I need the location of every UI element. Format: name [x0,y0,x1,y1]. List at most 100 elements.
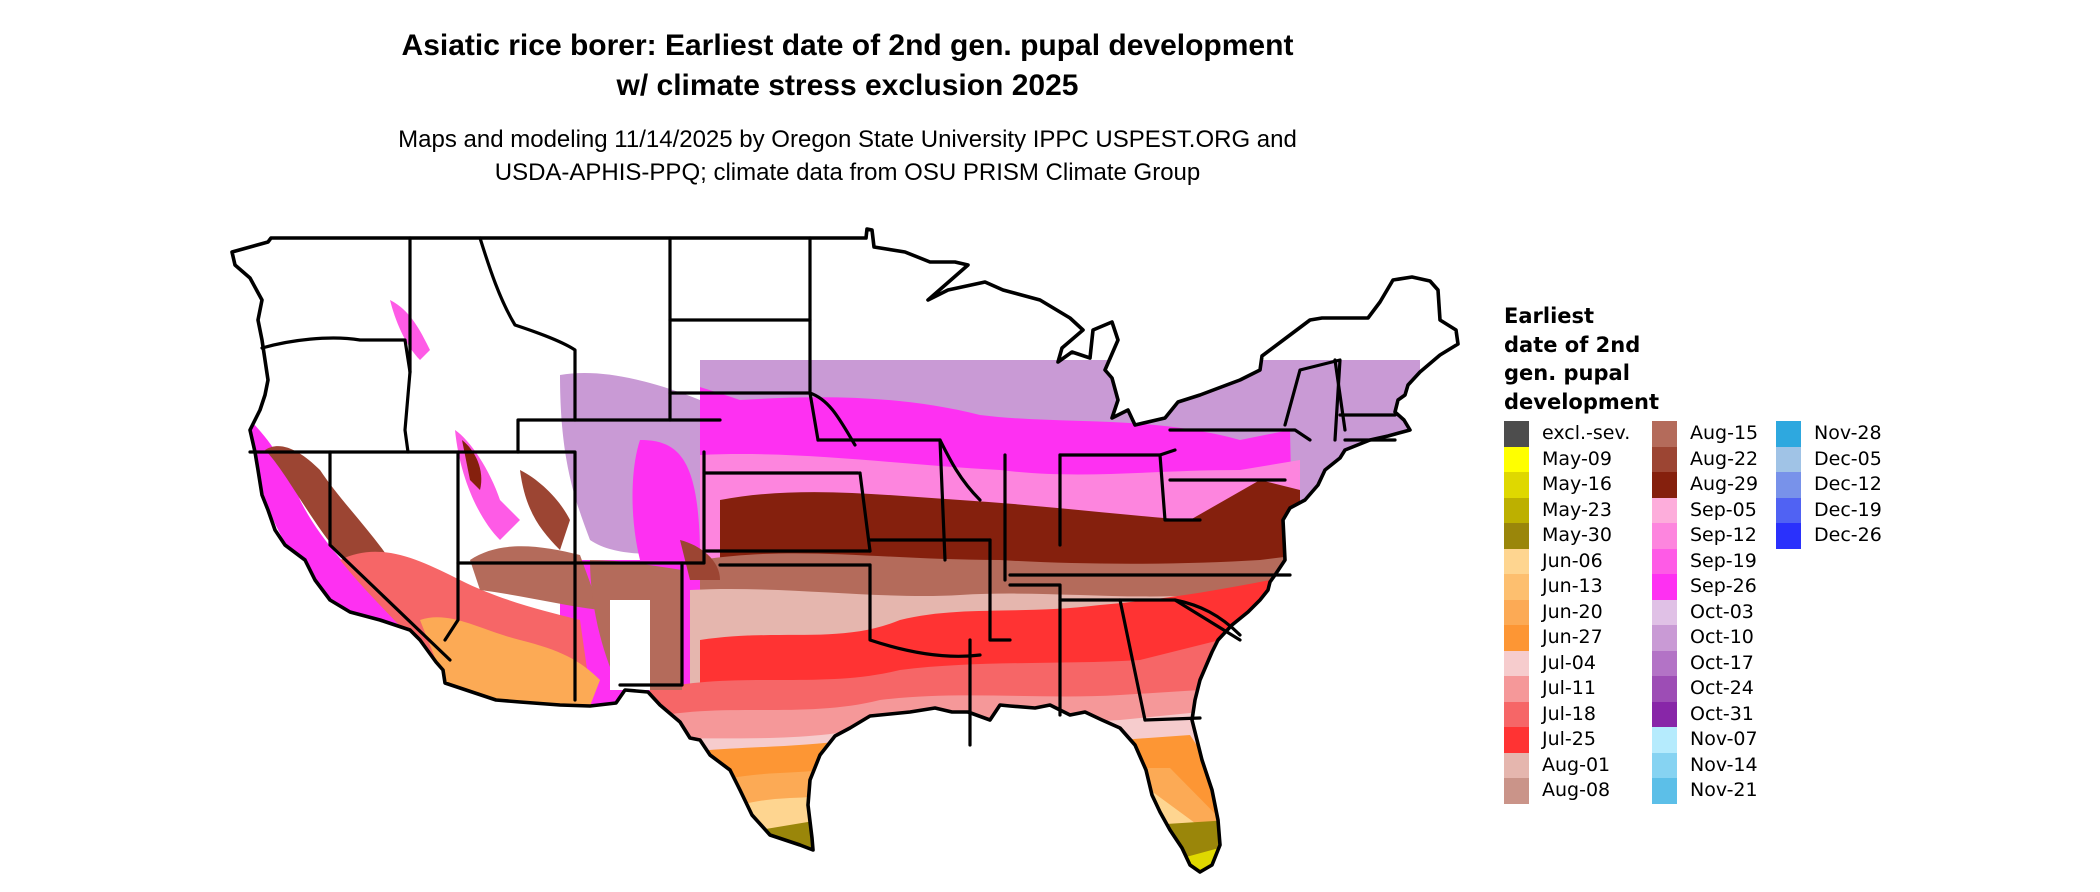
legend-item: May-23 [1504,497,1630,523]
legend-label: Sep-26 [1690,575,1757,598]
legend-item: Jul-18 [1504,701,1630,727]
legend-item: Dec-19 [1776,497,1882,523]
legend-swatch [1652,650,1677,676]
legend-label: Sep-12 [1690,524,1757,547]
legend-item: Oct-17 [1652,650,1758,676]
legend-swatch [1652,701,1677,727]
legend-item: Oct-10 [1652,625,1758,651]
legend-swatch [1652,727,1677,753]
map-title-line-1: Asiatic rice borer: Earliest date of 2nd… [401,29,1294,62]
legend-title-line: Earliest [1504,304,1595,328]
legend-label: Oct-17 [1690,651,1754,674]
map-subtitle-line-2: USDA-APHIS-PPQ; climate data from OSU PR… [494,159,1201,186]
zone-az-low-desert [420,617,600,706]
legend-swatch [1652,778,1677,804]
legend-item: Nov-07 [1652,727,1758,753]
legend-swatch [1504,523,1529,549]
zone-nm-mountains [610,600,650,690]
legend-label: Jun-13 [1542,575,1603,598]
legend-item: Oct-24 [1652,676,1758,702]
legend-label: Sep-19 [1690,549,1757,572]
state-boundary [938,438,947,562]
legend-label: Aug-29 [1690,473,1759,496]
legend-swatch [1504,701,1529,727]
legend-swatch [1504,548,1529,574]
legend-label: Oct-10 [1690,626,1754,649]
legend-swatch [1652,446,1677,472]
legend-label: Sep-05 [1690,498,1757,521]
legend-swatch [1652,625,1677,651]
legend-column: Aug-15 Aug-22 Aug-29 Sep-05 Sep-12 Sep-19 Sep-… [1652,421,1758,804]
legend-swatch [1504,599,1529,625]
legend-label: Jun-20 [1542,600,1603,623]
legend-label: Jul-18 [1542,702,1596,725]
legend-label: Jun-06 [1542,549,1603,572]
legend-swatch [1776,523,1801,549]
legend-item: Jul-25 [1504,727,1630,753]
legend-label: Oct-03 [1690,600,1754,623]
legend-item: Dec-26 [1776,523,1882,549]
state-boundary [443,450,460,642]
legend-column: Nov-28 Dec-05 Dec-12 Dec-19 Dec-26 [1776,421,1882,549]
legend-label: Dec-19 [1814,498,1882,521]
legend-label: Dec-12 [1814,473,1882,496]
legend-item: Jun-06 [1504,548,1630,574]
legend-item: Jul-04 [1504,650,1630,676]
state-boundary [988,538,1012,642]
legend-swatch [1652,574,1677,600]
state-boundary [618,450,706,687]
state-boundary [1283,358,1342,442]
legend-item: Aug-08 [1504,778,1630,804]
legend-item: Nov-14 [1652,752,1758,778]
legend-swatch [1504,676,1529,702]
legend-item: Nov-28 [1776,421,1882,447]
legend-item: Jun-27 [1504,625,1630,651]
legend-label: May-16 [1542,473,1612,496]
state-boundary [478,236,577,454]
legend-item: May-16 [1504,472,1630,498]
legend-label: Aug-08 [1542,779,1611,802]
legend-swatch [1776,497,1801,523]
state-boundary [403,370,412,454]
legend-label: Aug-01 [1542,753,1611,776]
legend-swatch [1652,752,1677,778]
legend-swatch [1504,727,1529,753]
state-boundary [1168,428,1312,442]
legend-label: Aug-22 [1690,447,1759,470]
state-boundary [1008,583,1062,717]
legend-label: Nov-21 [1690,779,1758,802]
legend-label: Nov-28 [1814,422,1882,445]
legend-swatch [1652,599,1677,625]
legend-swatch [1776,421,1801,447]
legend-item: Nov-21 [1652,778,1758,804]
legend-swatch [1652,676,1677,702]
legend-item: Sep-12 [1652,523,1758,549]
state-boundary [516,450,577,565]
legend-label: Jul-04 [1542,651,1596,674]
legend-item: Jun-13 [1504,574,1630,600]
legend-swatch [1652,548,1677,574]
legend-label: excl.-sev. [1542,422,1631,445]
legend-label: Aug-15 [1690,422,1759,445]
legend-swatch [1652,472,1677,498]
legend-item: Dec-12 [1776,472,1882,498]
state-boundary [328,450,452,662]
legend-swatch [1504,625,1529,651]
legend-title: Earliest date of 2nd gen. pupal developm… [1504,302,1704,416]
state-boundary [1158,453,1202,522]
state-boundary [1173,598,1242,637]
legend-label: Oct-24 [1690,677,1754,700]
legend-item: May-09 [1504,446,1630,472]
legend-title-line: date of 2nd [1504,332,1641,357]
legend-label: Dec-05 [1814,447,1882,470]
legend-swatch [1504,446,1529,472]
legend-item: Sep-05 [1652,497,1758,523]
state-boundary [260,336,412,374]
legend-title-line: gen. pupal [1504,361,1630,385]
legend-item: May-30 [1504,523,1630,549]
legend-label: Nov-07 [1690,728,1758,751]
zone-west-plains-sep [632,440,700,560]
legend-label: May-09 [1542,447,1612,470]
legend-title-line: development [1504,389,1659,414]
legend-item: Aug-15 [1652,421,1758,447]
